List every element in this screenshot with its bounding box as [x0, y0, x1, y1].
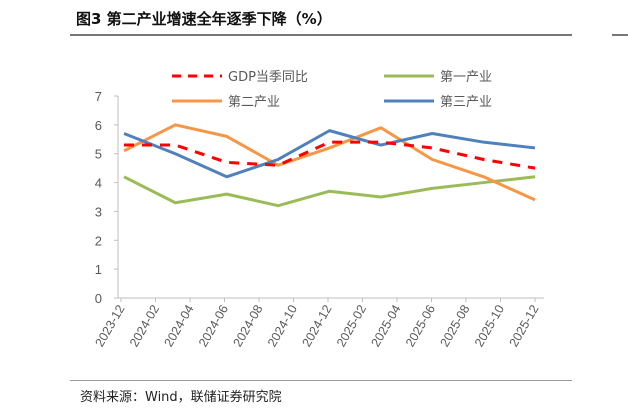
chart-title: 图3 第二产业增速全年逐季下降（%） [76, 10, 332, 28]
x-tick-label: 2025-02 [334, 302, 369, 349]
series-line-0 [124, 140, 536, 170]
y-tick-label: 5 [95, 147, 102, 162]
x-tick-label: 2024-06 [196, 302, 231, 349]
y-tick-label: 1 [95, 262, 102, 277]
legend-label: GDP当季同比 [228, 70, 308, 85]
y-tick-label: 4 [95, 176, 102, 191]
legend-label: 第三产业 [440, 95, 492, 110]
x-tick-label: 2024-02 [127, 302, 162, 349]
x-tick-label: 2024-08 [231, 302, 266, 349]
series-line-2 [123, 123, 536, 202]
x-tick-label: 2024-10 [265, 302, 300, 349]
x-tick-label: 2025-12 [507, 302, 542, 349]
y-tick-label: 7 [95, 89, 102, 104]
legend-label: 第一产业 [440, 70, 492, 85]
series-line-3 [123, 129, 536, 179]
x-tick-label: 2025-08 [438, 302, 473, 349]
y-tick-label: 6 [95, 118, 102, 133]
divider-fragment [612, 34, 628, 36]
y-tick-label: 2 [95, 233, 102, 248]
source-note: 资料来源：Wind，联储证券研究院 [80, 390, 282, 405]
source-divider [70, 380, 572, 381]
title-divider [70, 34, 572, 36]
x-tick-label: 2025-04 [369, 302, 404, 349]
x-tick-label: 2023-12 [93, 302, 128, 349]
x-tick-label: 2025-10 [472, 302, 507, 349]
y-tick-label: 0 [95, 291, 102, 306]
legend-label: 第二产业 [228, 95, 280, 110]
x-tick-label: 2025-06 [403, 302, 438, 349]
x-tick-label: 2024-12 [300, 302, 335, 349]
y-tick-label: 3 [95, 204, 102, 219]
x-tick-label: 2024-04 [162, 302, 197, 349]
